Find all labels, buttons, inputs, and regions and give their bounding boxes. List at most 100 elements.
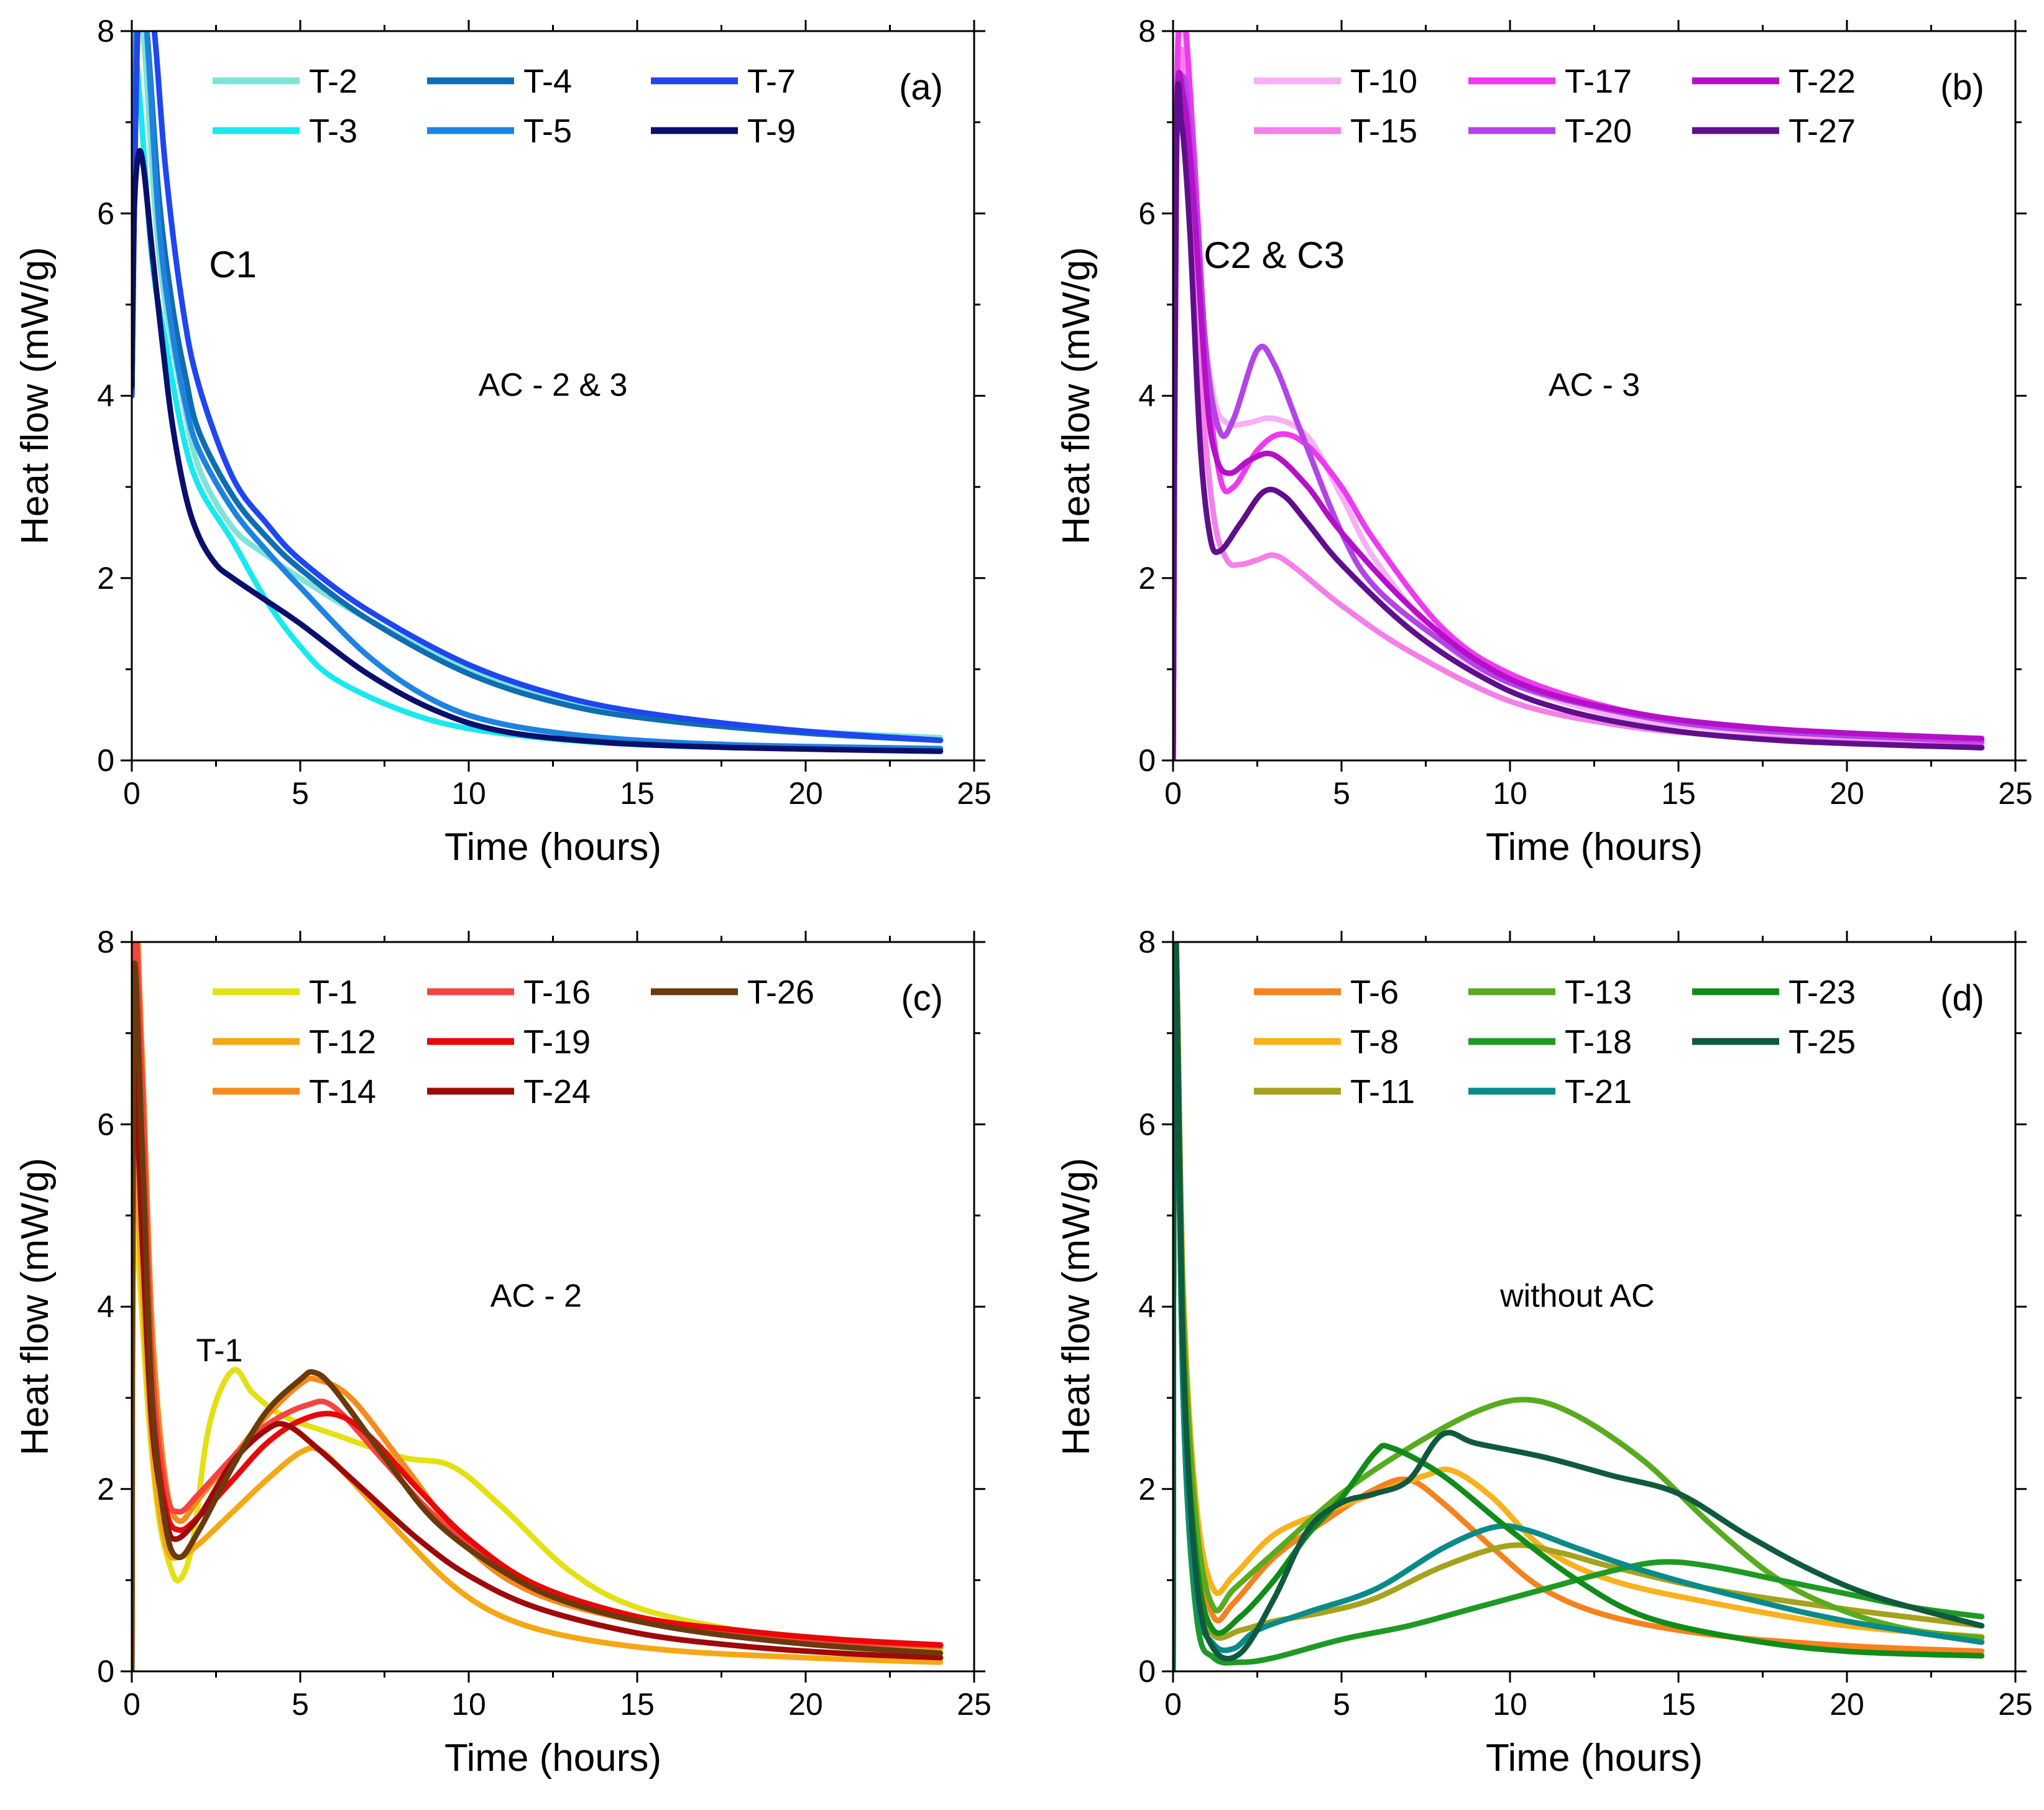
annotation: C1 bbox=[209, 244, 257, 285]
y-tick-label: 4 bbox=[97, 1290, 114, 1324]
panel-label: (a) bbox=[899, 67, 943, 108]
y-tick-label: 4 bbox=[1138, 379, 1156, 413]
y-tick-label: 8 bbox=[97, 14, 114, 48]
x-tick-label: 0 bbox=[123, 1687, 140, 1722]
legend-label: T-14 bbox=[309, 1073, 376, 1110]
x-tick-label: 15 bbox=[1661, 1687, 1696, 1722]
y-tick-label: 0 bbox=[97, 1654, 114, 1689]
y-tick-label: 6 bbox=[97, 196, 114, 231]
x-tick-label: 25 bbox=[1998, 776, 2033, 811]
x-tick-label: 20 bbox=[788, 776, 823, 811]
series-line-T-8 bbox=[1173, 942, 1985, 1671]
legend: T-2 T-3 T-4 T-5 T-7 T-9 bbox=[213, 63, 796, 150]
x-tick-label: 10 bbox=[1493, 1687, 1527, 1722]
series-line-T-4 bbox=[132, 31, 944, 744]
y-tick-label: 0 bbox=[97, 743, 114, 778]
legend-label: T-26 bbox=[747, 974, 814, 1011]
x-axis-title: Time (hours) bbox=[1486, 826, 1703, 869]
x-tick-label: 25 bbox=[957, 776, 992, 811]
x-axis-title: Time (hours) bbox=[444, 826, 661, 869]
annotation: T-1 bbox=[196, 1332, 242, 1369]
series-line-T-10 bbox=[1173, 31, 1985, 760]
x-tick-label: 10 bbox=[451, 776, 486, 811]
x-axis-title: Time (hours) bbox=[1486, 1737, 1703, 1780]
legend-label: T-19 bbox=[523, 1023, 591, 1061]
x-tick-label: 20 bbox=[1830, 1687, 1864, 1722]
legend-label: T-11 bbox=[1350, 1073, 1415, 1110]
legend-label: T-4 bbox=[523, 63, 572, 100]
x-tick-label: 15 bbox=[1661, 776, 1696, 811]
series-group bbox=[1173, 31, 1985, 760]
y-tick-label: 6 bbox=[1138, 1107, 1156, 1142]
x-tick-label: 5 bbox=[292, 776, 309, 811]
x-tick-label: 25 bbox=[957, 1687, 992, 1722]
panel-1: 0 5 10 15 20 25 0 2 4 6 8 Time (hours) Heat flow (mW… bbox=[14, 14, 992, 869]
x-tick-label: 10 bbox=[451, 1687, 486, 1722]
legend-label: T-1 bbox=[309, 974, 357, 1011]
annotation: AC - 2 bbox=[490, 1278, 582, 1314]
legend-label: T-8 bbox=[1350, 1023, 1399, 1061]
y-tick-label: 0 bbox=[1138, 743, 1156, 778]
x-tick-label: 15 bbox=[620, 1687, 655, 1722]
x-tick-label: 10 bbox=[1493, 776, 1527, 811]
panel-label: (c) bbox=[901, 978, 943, 1018]
series-line-T-27 bbox=[1173, 81, 1985, 760]
series-line-T-26 bbox=[132, 960, 944, 1671]
legend-label: T-22 bbox=[1788, 63, 1856, 100]
y-tick-label: 4 bbox=[1138, 1290, 1156, 1324]
legend-label: T-7 bbox=[747, 63, 796, 100]
y-axis-title: Heat flow (mW/g) bbox=[1055, 247, 1098, 545]
y-axis-title: Heat flow (mW/g) bbox=[1055, 1158, 1098, 1456]
panel-4: 0 5 10 15 20 25 0 2 4 6 8 Time (hours) Heat flow (mW… bbox=[1055, 925, 2033, 1780]
x-axis-title: Time (hours) bbox=[444, 1737, 661, 1780]
legend-label: T-15 bbox=[1350, 113, 1417, 150]
y-tick-label: 2 bbox=[97, 1472, 114, 1507]
series-group bbox=[132, 942, 944, 1671]
annotation: AC - 3 bbox=[1549, 367, 1640, 404]
series-line-T-22 bbox=[1173, 70, 1985, 760]
legend: T-6 T-8 T-11 T-13 T-18 T-21 T-23 T-25 bbox=[1254, 974, 1856, 1110]
y-tick-label: 6 bbox=[97, 1107, 114, 1142]
series-line-T-25 bbox=[1173, 942, 1985, 1671]
series-line-T-3 bbox=[132, 60, 944, 752]
legend-label: T-12 bbox=[309, 1023, 376, 1061]
x-tick-label: 0 bbox=[1164, 1687, 1182, 1722]
panel-label: (d) bbox=[1940, 978, 1984, 1018]
x-tick-label: 0 bbox=[1164, 776, 1182, 811]
legend-label: T-9 bbox=[747, 113, 796, 150]
y-tick-label: 8 bbox=[97, 925, 114, 959]
x-tick-label: 5 bbox=[1333, 1687, 1350, 1722]
series-line-T-24 bbox=[132, 1058, 944, 1671]
y-tick-label: 2 bbox=[1138, 561, 1156, 596]
panel-3: 0 5 10 15 20 25 0 2 4 6 8 Time (hours) Heat flow (mW… bbox=[14, 925, 992, 1780]
legend-label: T-18 bbox=[1565, 1023, 1632, 1061]
panel-label: (b) bbox=[1940, 67, 1984, 108]
legend-label: T-13 bbox=[1565, 974, 1632, 1011]
legend-label: T-3 bbox=[309, 113, 357, 150]
legend-label: T-2 bbox=[309, 63, 357, 100]
y-axis-title: Heat flow (mW/g) bbox=[14, 247, 57, 545]
series-line-T-9 bbox=[132, 148, 944, 754]
series-line-T-5 bbox=[132, 31, 944, 752]
y-tick-label: 2 bbox=[1138, 1472, 1156, 1507]
series-group bbox=[132, 31, 944, 754]
y-tick-label: 8 bbox=[1138, 14, 1156, 48]
x-tick-label: 20 bbox=[788, 1687, 823, 1722]
legend: T-10 T-15 T-17 T-20 T-22 T-27 bbox=[1254, 63, 1856, 150]
legend-label: T-10 bbox=[1350, 63, 1417, 100]
series-line-T-6 bbox=[1173, 942, 1985, 1671]
legend-label: T-20 bbox=[1565, 113, 1632, 150]
annotation: AC - 2 & 3 bbox=[479, 367, 628, 404]
y-tick-label: 8 bbox=[1138, 925, 1156, 959]
annotation: C2 & C3 bbox=[1204, 234, 1345, 276]
legend-label: T-5 bbox=[523, 113, 572, 150]
legend-label: T-27 bbox=[1788, 113, 1856, 150]
y-tick-label: 2 bbox=[97, 561, 114, 596]
series-group bbox=[1173, 942, 1985, 1671]
panel-2: 0 5 10 15 20 25 0 2 4 6 8 Time (hours) Heat flow (mW… bbox=[1055, 14, 2033, 869]
x-tick-label: 5 bbox=[292, 1687, 309, 1722]
x-tick-label: 0 bbox=[123, 776, 140, 811]
y-tick-label: 6 bbox=[1138, 196, 1156, 231]
legend-label: T-21 bbox=[1565, 1073, 1632, 1110]
